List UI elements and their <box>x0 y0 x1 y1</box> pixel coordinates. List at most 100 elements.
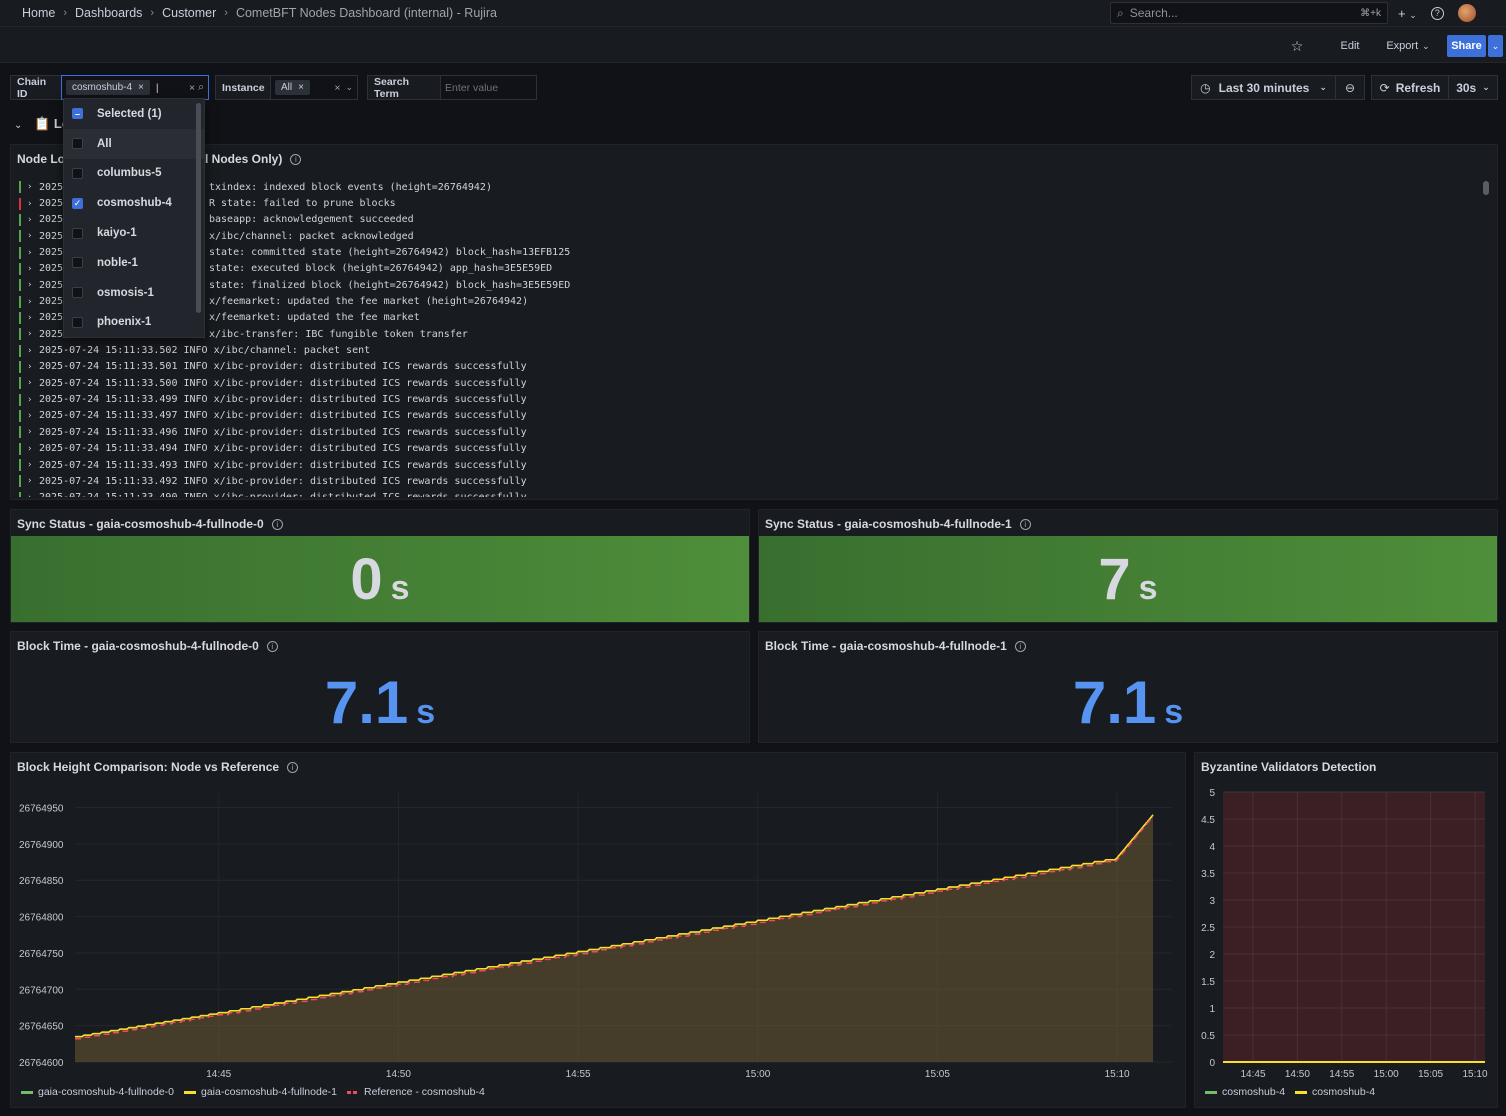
clear-icon[interactable]: × <box>188 81 196 94</box>
dropdown-option[interactable]: kaiyo-1 <box>64 218 204 248</box>
log-row[interactable]: › 2025-07-24 15:11:33.490 INFO x/ibc-prov… <box>19 490 1479 497</box>
chevron-right-icon[interactable]: › <box>27 296 33 307</box>
dropdown-option[interactable]: ✓ cosmoshub-4 <box>64 188 204 218</box>
log-scrollbar[interactable] <box>1483 181 1489 195</box>
time-range-picker[interactable]: ◷ Last 30 minutes ⌄ <box>1191 75 1336 100</box>
log-row[interactable]: › 2025- x/ibc-transfer: IBC fungible token… <box>19 326 1479 342</box>
chevron-right-icon[interactable]: › <box>27 443 33 454</box>
legend-item[interactable]: gaia-cosmoshub-4-fullnode-1 <box>184 1086 337 1098</box>
legend-item[interactable]: Reference - cosmoshub-4 <box>347 1086 485 1098</box>
log-row[interactable]: › 2025-07-24 15:11:33.494 INFO x/ibc-prov… <box>19 441 1479 457</box>
dropdown-scrollbar[interactable] <box>196 103 201 313</box>
dropdown-option[interactable]: phoenix-1 <box>64 308 204 337</box>
legend-item[interactable]: gaia-cosmoshub-4-fullnode-0 <box>21 1086 174 1098</box>
share-options-button[interactable]: ⌄ <box>1488 35 1503 57</box>
log-row[interactable]: › 2025-07-24 15:11:33.493 INFO x/ibc-prov… <box>19 457 1479 473</box>
top-icons: + ⌄ ? <box>1398 4 1476 22</box>
help-button[interactable]: ? <box>1430 6 1444 20</box>
checkbox[interactable] <box>72 138 83 150</box>
chevron-right-icon[interactable]: › <box>27 312 33 323</box>
log-row[interactable]: › 2025- x/feemarket: updated the fee marke… <box>19 293 1479 309</box>
log-row[interactable]: › 2025-07-24 15:11:33.502 INFO x/ibc/chan… <box>19 342 1479 358</box>
info-icon[interactable]: i <box>1014 640 1026 652</box>
chevron-right-icon[interactable]: › <box>27 410 33 421</box>
close-icon[interactable]: × <box>138 82 144 93</box>
chevron-right-icon[interactable]: › <box>27 378 33 389</box>
info-icon[interactable]: i <box>1019 518 1031 530</box>
legend-item[interactable]: cosmoshub-4 <box>1205 1086 1285 1098</box>
checkbox[interactable]: ✓ <box>72 197 83 209</box>
dropdown-option[interactable]: osmosis-1 <box>64 278 204 308</box>
checkbox[interactable] <box>72 227 83 239</box>
checkbox[interactable] <box>72 167 83 179</box>
close-icon[interactable]: × <box>298 82 304 93</box>
log-row[interactable]: › 2025- x/ibc/channel: packet acknowledged <box>19 228 1479 244</box>
block-height-chart[interactable]: 26764600 26764650 26764700 26764750 26764800… <box>11 779 1187 1109</box>
variables-bar: Chain ID cosmoshub-4 × | × ⌕ Instance All… <box>0 63 1506 108</box>
chevron-right-icon[interactable]: › <box>27 476 33 487</box>
info-icon[interactable]: i <box>271 518 283 530</box>
checkbox[interactable] <box>72 257 83 269</box>
chevron-right-icon[interactable]: › <box>27 394 33 405</box>
info-icon[interactable]: i <box>287 761 299 773</box>
share-button[interactable]: Share <box>1447 35 1486 57</box>
log-row[interactable]: › 2025- baseapp: acknowledgement succeeded <box>19 212 1479 228</box>
chevron-right-icon[interactable]: › <box>27 231 33 242</box>
chain-id-select[interactable]: cosmoshub-4 × | × ⌕ <box>61 75 209 100</box>
chevron-right-icon[interactable]: › <box>27 329 33 340</box>
log-row[interactable]: › 2025- txindex: indexed block events (hei… <box>19 179 1479 195</box>
export-button[interactable]: Export ⌄ <box>1382 35 1434 57</box>
clear-icon[interactable]: × <box>334 81 341 94</box>
instance-select[interactable]: All × × ⌄ <box>270 75 358 100</box>
info-icon[interactable]: i <box>290 153 302 165</box>
log-row[interactable]: › 2025-07-24 15:11:33.492 INFO x/ibc-prov… <box>19 473 1479 489</box>
avatar[interactable] <box>1457 4 1476 22</box>
star-icon[interactable]: ☆ <box>1290 37 1304 54</box>
log-row[interactable]: › 2025- R state: failed to prune blocks <box>19 195 1479 211</box>
edit-button[interactable]: Edit <box>1340 40 1360 52</box>
info-icon[interactable]: i <box>266 640 278 652</box>
instance-chip[interactable]: All × <box>275 80 310 95</box>
breadcrumb-customer[interactable]: Customer <box>162 6 217 20</box>
zoom-out-button[interactable]: ⊖ <box>1335 75 1365 100</box>
chevron-right-icon[interactable]: › <box>27 361 33 372</box>
log-row[interactable]: › 2025-07-24 15:11:33.499 INFO x/ibc-prov… <box>19 391 1479 407</box>
refresh-interval-picker[interactable]: 30s ⌄ <box>1448 75 1498 100</box>
log-row[interactable]: › 2025- x/feemarket: updated the fee marke… <box>19 310 1479 326</box>
chevron-right-icon[interactable]: › <box>27 247 33 258</box>
breadcrumb-dashboards[interactable]: Dashboards <box>75 6 143 20</box>
chevron-right-icon[interactable]: › <box>27 182 33 193</box>
refresh-button[interactable]: ⟳ Refresh <box>1371 75 1449 100</box>
new-menu-button[interactable]: + ⌄ <box>1398 6 1417 21</box>
dropdown-option[interactable]: noble-1 <box>64 248 204 278</box>
chevron-right-icon[interactable]: › <box>27 345 33 356</box>
row-toggle[interactable]: ⌄ 📋 Lo <box>14 116 70 132</box>
chain-id-chip[interactable]: cosmoshub-4 × <box>66 80 150 95</box>
chevron-right-icon[interactable]: › <box>27 493 35 497</box>
search-term-input[interactable]: Enter value <box>440 75 537 100</box>
checkbox[interactable] <box>72 316 83 328</box>
chevron-right-icon[interactable]: › <box>27 198 33 209</box>
chevron-right-icon[interactable]: › <box>27 263 33 274</box>
dropdown-option[interactable]: All <box>64 128 204 159</box>
byzantine-chart[interactable]: 0 0.5 1 1.5 2 2.5 3 3.5 4 4.5 5 14:45 14:50 14:55 15:0… <box>1195 779 1499 1109</box>
log-row[interactable]: › 2025- state: committed state (height=267… <box>19 244 1479 260</box>
checkbox[interactable]: – <box>72 108 83 120</box>
legend-item[interactable]: cosmoshub-4 <box>1295 1086 1375 1098</box>
chevron-right-icon[interactable]: › <box>27 214 33 225</box>
chevron-right-icon[interactable]: › <box>27 427 33 438</box>
dropdown-option[interactable]: – Selected (1) <box>64 99 204 129</box>
log-row[interactable]: › 2025-07-24 15:11:33.501 INFO x/ibc-prov… <box>19 359 1479 375</box>
global-search-input[interactable]: ⌕ Search... ⌘+k <box>1110 2 1388 24</box>
chevron-right-icon[interactable]: › <box>27 280 33 291</box>
log-row[interactable]: › 2025-07-24 15:11:33.496 INFO x/ibc-prov… <box>19 424 1479 440</box>
chevron-right-icon[interactable]: › <box>27 460 33 471</box>
checkbox[interactable] <box>72 287 83 299</box>
log-row[interactable]: › 2025- state: executed block (height=2676… <box>19 261 1479 277</box>
breadcrumb-home[interactable]: Home <box>22 6 56 20</box>
log-row[interactable]: › 2025-07-24 15:11:33.497 INFO x/ibc-prov… <box>19 408 1479 424</box>
log-row[interactable]: › 2025- state: finalized block (height=267… <box>19 277 1479 293</box>
log-row[interactable]: › 2025-07-24 15:11:33.500 INFO x/ibc-prov… <box>19 375 1479 391</box>
log-message: state: finalized block (height=26764942)… <box>209 279 571 291</box>
dropdown-option[interactable]: columbus-5 <box>64 159 204 189</box>
